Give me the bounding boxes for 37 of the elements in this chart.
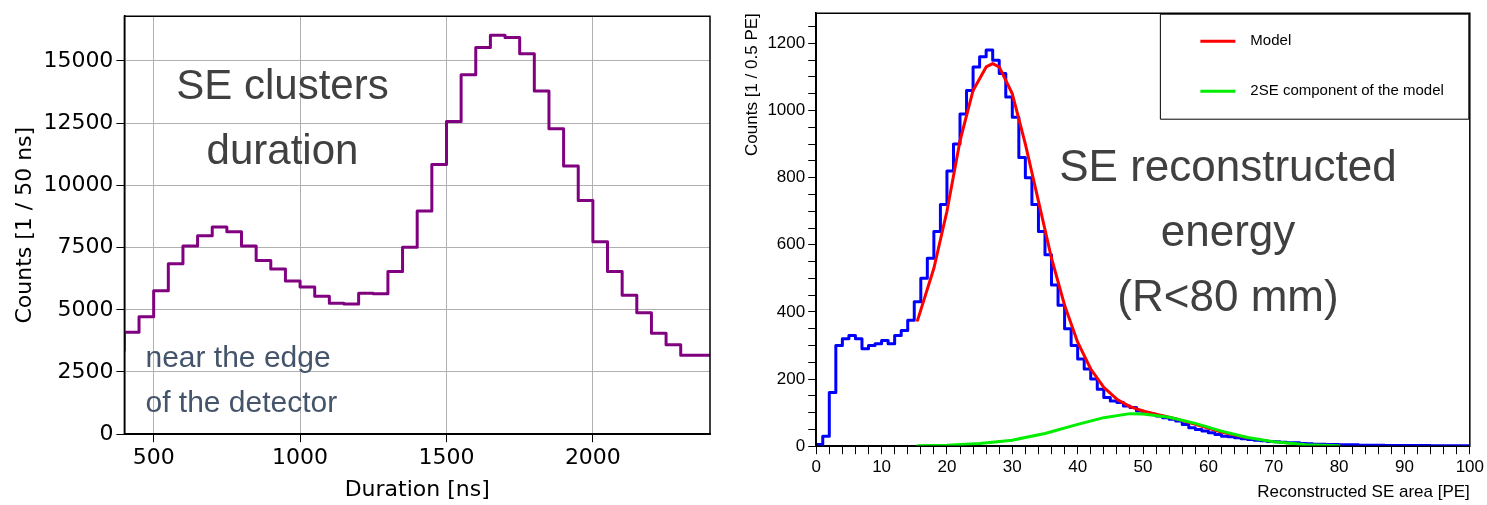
y-tick-label: 12500 xyxy=(43,108,114,134)
x-tick-label: 100 xyxy=(1455,457,1485,477)
x-tick-label: 20 xyxy=(937,457,957,477)
x-tick-label: 500 xyxy=(132,444,175,470)
x-tick-label: 1000 xyxy=(272,444,329,470)
annotation: SE reconstructed energy (R<80 mm) xyxy=(1059,141,1397,321)
x-tick-label: 2000 xyxy=(564,444,621,470)
x-tick-label: 60 xyxy=(1198,457,1218,477)
y-tick-label: 2500 xyxy=(57,357,114,383)
x-tick-label: 50 xyxy=(1133,457,1153,477)
y-tick-label: 15000 xyxy=(43,46,114,72)
y-tick-label: 1000 xyxy=(767,100,806,120)
y-tick-label: 200 xyxy=(776,368,806,388)
x-tick-label: 70 xyxy=(1264,457,1284,477)
x-tick-label: 1500 xyxy=(418,444,475,470)
y-tick-label: 7500 xyxy=(57,233,114,259)
legend-label: Model xyxy=(1250,31,1292,49)
annotation: near the edge of the detector xyxy=(145,340,338,419)
y-tick-label: 400 xyxy=(776,301,806,321)
x-axis-title: Reconstructed SE area [PE] xyxy=(1257,482,1470,502)
legend-label: 2SE component of the model xyxy=(1250,81,1444,99)
x-tick-label: 10 xyxy=(872,457,892,477)
x-axis-title: Duration [ns] xyxy=(344,475,490,501)
y-tick-label: 600 xyxy=(776,234,806,254)
y-tick-label: 5000 xyxy=(57,295,114,321)
y-tick-label: 10000 xyxy=(43,171,114,197)
y-tick-label: 0 xyxy=(99,419,114,445)
x-tick-label: 80 xyxy=(1329,457,1349,477)
y-axis-title: Counts [1 / 0.5 PE] xyxy=(741,13,761,156)
y-tick-label: 1200 xyxy=(767,33,806,53)
y-tick-label: 800 xyxy=(776,167,806,187)
annotation: SE clusters duration xyxy=(176,60,389,173)
x-tick-label: 40 xyxy=(1068,457,1088,477)
x-tick-label: 0 xyxy=(811,457,821,477)
x-tick-label: 90 xyxy=(1395,457,1414,477)
x-tick-label: 30 xyxy=(1002,457,1022,477)
y-axis-title: Counts [1 / 50 ns] xyxy=(10,126,36,324)
